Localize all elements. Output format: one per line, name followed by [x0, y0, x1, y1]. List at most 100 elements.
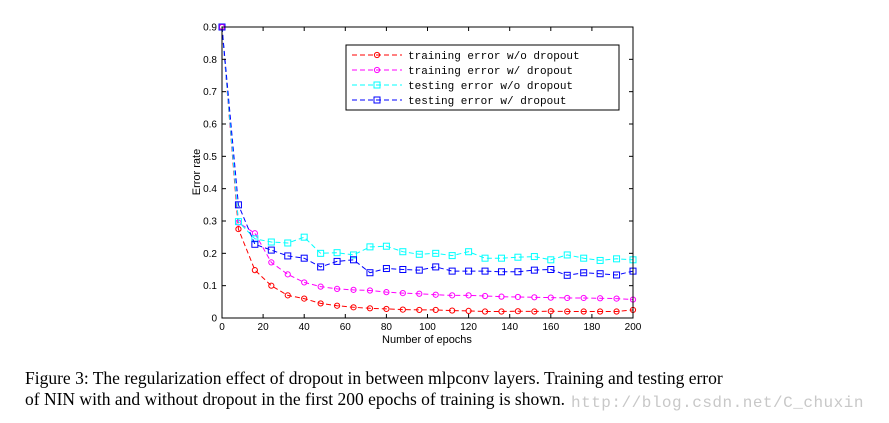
data-point — [399, 248, 407, 256]
data-point — [350, 256, 358, 264]
data-point — [481, 308, 489, 315]
line-chart: training error w/o dropout training error… — [191, 23, 642, 347]
data-point — [465, 292, 472, 299]
data-point — [531, 308, 538, 315]
data-point — [530, 253, 538, 261]
data-point — [432, 291, 439, 298]
data-point — [465, 267, 473, 275]
legend-label: testing error w/ dropout — [408, 96, 566, 108]
data-point — [580, 308, 587, 315]
figure-caption: Figure 3: The regularization effect of d… — [25, 368, 845, 410]
data-point — [449, 307, 456, 314]
x-tick-label: 180 — [584, 322, 601, 333]
data-point — [366, 243, 374, 251]
data-point — [317, 263, 325, 271]
y-tick-label: 0.8 — [203, 55, 217, 66]
series-2 — [218, 23, 637, 264]
data-point — [465, 248, 473, 256]
data-point — [366, 269, 374, 277]
data-point — [382, 242, 390, 250]
data-point — [382, 265, 390, 273]
data-point — [366, 287, 374, 294]
series-layer — [218, 23, 637, 315]
legend-label: training error w/ dropout — [408, 66, 573, 78]
data-point — [432, 249, 440, 257]
data-point — [563, 251, 571, 259]
y-tick-label: 0.9 — [203, 23, 217, 34]
data-point — [449, 292, 456, 299]
data-point — [514, 293, 522, 301]
legend-label: training error w/o dropout — [408, 51, 580, 63]
legend-box — [345, 44, 620, 111]
data-point — [613, 255, 621, 263]
data-point — [580, 254, 588, 262]
data-point — [530, 266, 538, 274]
data-point — [481, 292, 489, 300]
data-point — [531, 294, 538, 301]
data-point — [497, 254, 505, 262]
data-point — [547, 256, 555, 264]
data-point — [366, 305, 374, 312]
y-tick-label: 0.3 — [203, 217, 217, 228]
data-point — [333, 302, 341, 309]
y-tick-label: 0 — [211, 314, 217, 325]
data-point — [613, 271, 621, 279]
y-tick-label: 0.5 — [203, 152, 217, 163]
caption-line-1: Figure 3: The regularization effect of d… — [25, 368, 723, 388]
data-point — [596, 270, 604, 278]
data-point — [613, 308, 620, 315]
data-point — [301, 279, 308, 286]
data-point — [300, 233, 308, 241]
data-point — [497, 268, 505, 276]
data-point — [317, 283, 324, 290]
data-point — [547, 266, 555, 273]
data-point — [284, 252, 292, 260]
data-point — [333, 257, 341, 265]
x-tick-label: 80 — [381, 322, 393, 333]
legend: training error w/o dropout training error… — [345, 44, 620, 111]
data-point — [415, 266, 423, 274]
data-point — [514, 268, 522, 276]
data-point — [547, 294, 554, 301]
data-point — [373, 66, 381, 74]
y-tick-label: 0.4 — [203, 184, 217, 195]
data-point — [333, 249, 341, 257]
data-point — [580, 294, 587, 302]
data-point — [373, 81, 381, 89]
data-point — [399, 290, 406, 297]
data-point — [432, 306, 439, 314]
data-point — [373, 96, 381, 104]
y-tick-label: 0.2 — [203, 249, 217, 260]
data-point — [580, 269, 588, 277]
y-axis-label: Error rate — [191, 149, 203, 195]
legend-entry: training error w/ dropout — [352, 66, 573, 78]
data-point — [383, 289, 390, 296]
series-0 — [218, 23, 637, 315]
watermark: http://blog.csdn.net/C_chuxin — [571, 394, 864, 412]
data-point — [284, 292, 291, 299]
legend-entry: testing error w/o dropout — [352, 81, 573, 93]
data-point — [333, 285, 341, 292]
data-point — [596, 256, 604, 264]
legend-entry: training error w/o dropout — [352, 51, 580, 63]
data-point — [399, 306, 406, 313]
data-point — [399, 266, 407, 273]
data-point — [234, 218, 242, 226]
data-point — [415, 250, 423, 258]
x-axis-label: Number of epochs — [382, 334, 472, 346]
data-point — [416, 306, 423, 314]
x-tick-label: 40 — [299, 322, 311, 333]
data-point — [547, 308, 554, 315]
x-tick-label: 60 — [340, 322, 352, 333]
data-point — [301, 295, 308, 302]
legend-entry: testing error w/ dropout — [352, 96, 566, 108]
x-tick-label: 0 — [219, 322, 225, 333]
data-point — [481, 254, 489, 262]
data-point — [268, 282, 275, 289]
data-point — [235, 225, 242, 233]
data-point — [350, 286, 357, 293]
caption-line-2: of NIN with and without dropout in the f… — [25, 389, 566, 409]
legend-label: testing error w/o dropout — [408, 81, 573, 93]
data-point — [465, 307, 472, 314]
data-point — [597, 295, 604, 302]
